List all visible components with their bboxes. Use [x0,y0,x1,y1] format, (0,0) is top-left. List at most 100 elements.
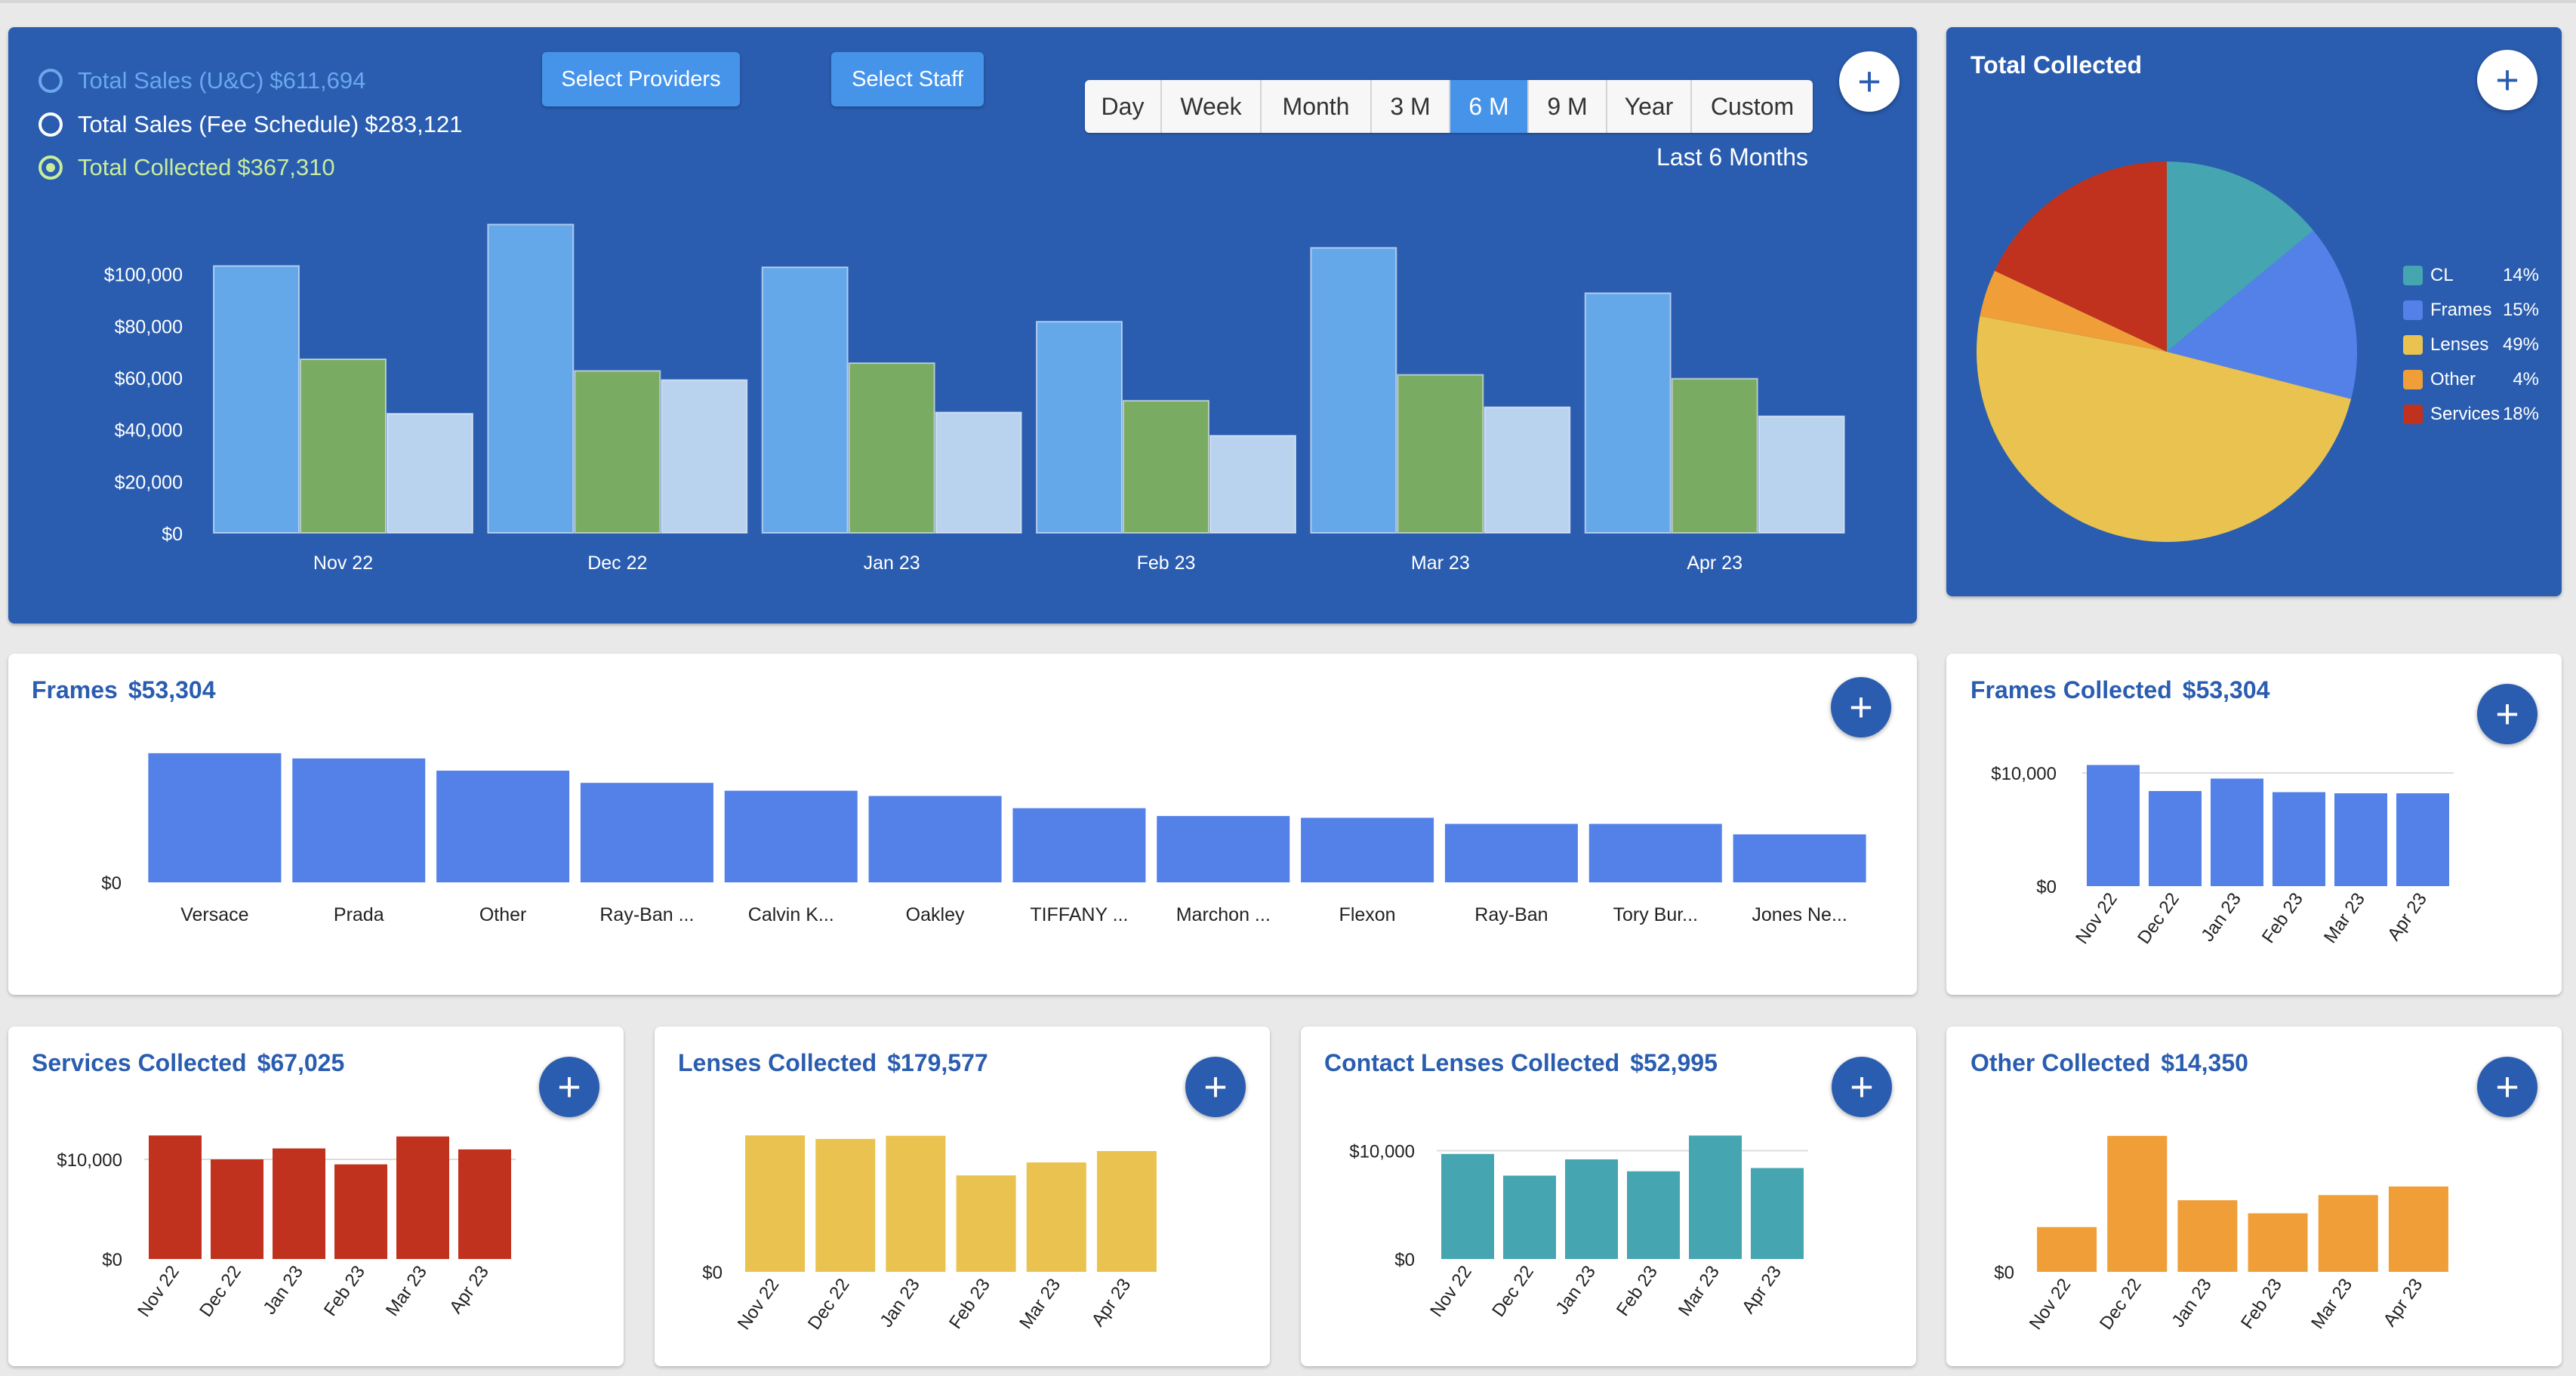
bar-mark [886,1135,946,1272]
x-tick-label: Feb 23 [320,1262,369,1320]
x-tick-label: Versace [180,904,248,925]
x-tick-label: TIFFANY ... [1030,904,1128,925]
bar-mark [334,1164,387,1259]
range-day[interactable]: Day [1085,80,1162,133]
x-tick-label: Mar 23 [2320,889,2369,947]
x-tick-label: Jan 23 [259,1262,307,1319]
bar-mark [1012,808,1146,882]
legend-label: Other [2430,369,2476,389]
card-title-label: Services Collected [32,1049,247,1076]
bar-mark [868,796,1002,882]
x-tick-label: Jan 23 [2197,889,2245,946]
y-tick-label: $0 [1994,1263,2014,1283]
radio-icon [39,69,63,93]
x-tick-label: Apr 23 [1687,553,1742,574]
y-tick-label: $10,000 [57,1150,122,1171]
x-tick-label: Jan 23 [1551,1262,1599,1319]
bar-mark [956,1175,1016,1272]
x-tick-label: Apr 23 [445,1262,493,1317]
card-title: Contact Lenses Collected $52,995 [1324,1049,1718,1077]
y-tick-label: $0 [702,1263,723,1283]
x-tick-label: Dec 22 [587,553,647,574]
select-providers-button[interactable]: Select Providers [542,52,740,106]
bar-mark [2087,765,2140,886]
pie-legend-item: Frames 15% [2403,299,2539,322]
sales-bar-chart: $0 $20,000 $40,000 $60,000 $80,000 $100,000 No… [104,223,1845,574]
y-tick-label: $60,000 [115,368,183,389]
bar-mark [848,362,935,534]
add-widget-button[interactable]: + [2477,50,2537,110]
bar-mark [1310,247,1397,534]
bar-mark [273,1148,325,1259]
range-year[interactable]: Year [1607,80,1692,133]
bar-mark [2211,778,2263,886]
legend-amount: $283,121 [365,111,463,137]
card-title-amount: $179,577 [887,1049,988,1076]
legend-label: CL [2430,265,2454,285]
card-title: Frames $53,304 [32,676,216,704]
total-sales-card: Total Sales (U&C) $611,694 Total Sales (… [8,27,1917,623]
add-widget-button[interactable]: + [1832,1057,1892,1117]
lenses-collected-card: Lenses Collected $179,577 + $0 Nov 22 Dec 2… [655,1027,1270,1366]
bar-mark [1758,415,1845,534]
x-tick-label: Nov 22 [1426,1262,1476,1321]
legend-label: Total Sales (U&C) [78,67,264,94]
x-tick-label: Feb 23 [945,1275,994,1333]
bar-mark [300,358,387,534]
y-tick-label: $80,000 [115,316,183,337]
y-tick-label: $10,000 [1349,1142,1415,1162]
legend-percent: 18% [2502,404,2539,424]
add-widget-button[interactable]: + [1831,677,1891,737]
card-title-label: Contact Lenses Collected [1324,1049,1620,1076]
legend-label: Services [2430,404,2501,424]
add-widget-button[interactable]: + [1185,1057,1246,1117]
total-collected-pie-chart [1977,162,2357,543]
x-tick-label: Nov 22 [734,1275,784,1334]
range-custom[interactable]: Custom [1692,80,1813,133]
legend-item-total-sales-uc[interactable]: Total Sales (U&C) $611,694 [39,67,365,94]
bar-mark [1689,1135,1742,1259]
bar-mark [1565,1159,1618,1259]
range-3m[interactable]: 3 M [1372,80,1450,133]
pie-legend-item: CL 14% [2403,264,2539,287]
bar-mark [1036,321,1123,534]
bar-mark [1733,834,1866,882]
range-month[interactable]: Month [1262,80,1372,133]
x-tick-label: Dec 22 [1488,1262,1538,1321]
add-widget-button[interactable]: + [2477,1057,2537,1117]
legend-percent: 4% [2513,369,2539,389]
x-tick-label: Marchon ... [1176,904,1271,925]
x-tick-label: Mar 23 [1411,553,1470,574]
legend-item-total-sales-fee-schedule[interactable]: Total Sales (Fee Schedule) $283,121 [39,111,463,138]
bar-mark [2388,1186,2448,1272]
bar-mark [1751,1168,1804,1259]
x-tick-label: Jan 23 [2168,1275,2215,1331]
x-tick-label: Mar 23 [1675,1262,1724,1320]
legend-item-total-collected[interactable]: Total Collected $367,310 [39,154,335,181]
x-tick-label: Oakley [906,904,965,925]
range-week[interactable]: Week [1162,80,1262,133]
bar-mark [211,1159,263,1259]
card-title-amount: $14,350 [2161,1049,2248,1076]
bar-mark [1123,399,1209,534]
add-widget-button[interactable]: + [539,1057,599,1117]
x-tick-label: Apr 23 [2383,889,2431,944]
legend-swatch [2403,266,2423,285]
bar-mark [935,411,1022,534]
bar-mark [580,783,713,882]
x-tick-label: Jan 23 [876,1275,923,1331]
bar-mark [1026,1162,1086,1272]
card-title-amount: $52,995 [1630,1049,1718,1076]
select-staff-button[interactable]: Select Staff [831,52,984,106]
x-tick-label: Dec 22 [196,1262,245,1321]
range-9m[interactable]: 9 M [1529,80,1607,133]
x-tick-label: Tory Bur... [1613,904,1698,925]
range-6m[interactable]: 6 M [1450,80,1529,133]
bar-mark [1627,1171,1680,1259]
add-widget-button[interactable]: + [2477,684,2537,744]
bar-mark [2107,1135,2168,1272]
pie-slice-other [1980,270,2167,352]
radio-selected-icon [39,155,63,180]
add-widget-button[interactable]: + [1839,51,1900,112]
y-tick-label: $0 [101,873,122,894]
